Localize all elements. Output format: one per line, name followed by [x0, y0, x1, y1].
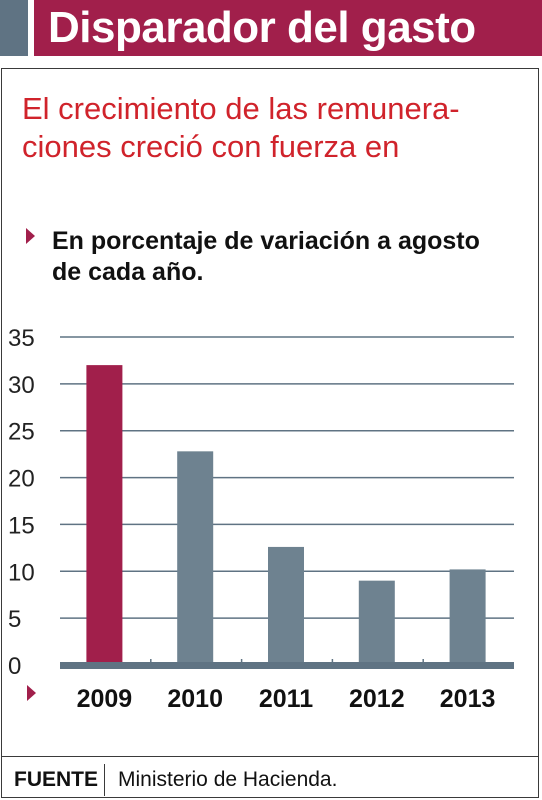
header: Disparador del gasto — [0, 0, 542, 58]
y-tick-label: 25 — [8, 419, 35, 446]
y-tick-label: 5 — [8, 606, 21, 633]
page-title: Disparador del gasto — [48, 3, 476, 52]
chart-subtitle: En porcentaje de variación a agosto de c… — [52, 227, 480, 286]
bar-chart: 0 5 10 15 20 25 30 35 2009 2010 2011 2012 2013 — [8, 325, 514, 713]
bar — [358, 580, 395, 662]
x-axis-marker-icon — [27, 685, 36, 701]
bar — [177, 451, 214, 662]
y-tick-label: 10 — [8, 559, 35, 586]
footer-divider — [1, 756, 539, 757]
x-tick-label: 2013 — [440, 685, 496, 713]
chart-frame — [1, 68, 539, 798]
bar — [268, 546, 304, 662]
footer-source: Ministerio de Hacienda. — [118, 768, 338, 791]
bar — [449, 569, 486, 662]
x-tick-label: 2011 — [259, 685, 313, 713]
header-accent-block — [0, 0, 28, 56]
x-tick-label: 2012 — [349, 685, 405, 713]
y-tick-label: 20 — [8, 466, 35, 493]
footer-separator — [104, 764, 105, 796]
footer-label: FUENTE — [14, 768, 98, 791]
x-axis-baseline — [60, 662, 514, 669]
headline: El crecimiento de las remunera-ciones cr… — [22, 91, 460, 164]
subtitle-marker-icon — [26, 228, 35, 244]
x-tick-label: 2010 — [167, 685, 223, 713]
y-tick-label: 35 — [8, 325, 35, 352]
x-tick-label: 2009 — [77, 685, 133, 713]
bar — [86, 365, 123, 662]
header-title-box: Disparador del gasto — [34, 0, 542, 56]
y-tick-label: 15 — [8, 512, 35, 539]
y-tick-label: 30 — [8, 372, 35, 399]
y-tick-label: 0 — [8, 653, 21, 680]
